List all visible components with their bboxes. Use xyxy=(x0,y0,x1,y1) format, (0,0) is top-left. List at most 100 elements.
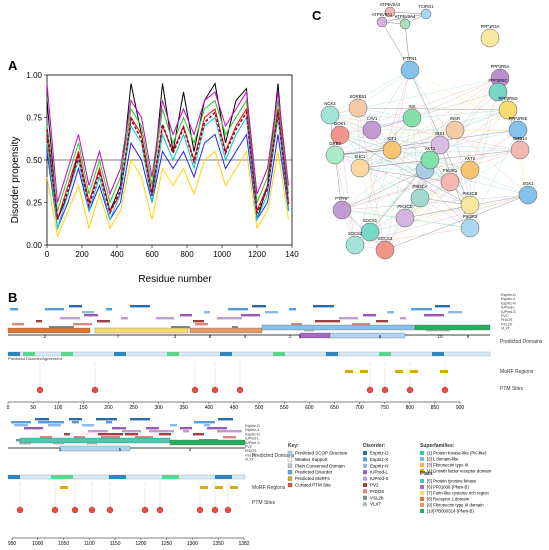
disorder-segment xyxy=(352,323,370,326)
network-node[interactable] xyxy=(400,60,420,80)
ptm-site-marker[interactable] xyxy=(366,386,374,394)
ptm-site-marker[interactable] xyxy=(211,506,219,514)
ptm-site-marker[interactable] xyxy=(196,506,204,514)
ruler-label: 0 xyxy=(7,405,10,411)
network-edge xyxy=(359,167,386,251)
series-line-7 xyxy=(46,115,289,229)
domain-box[interactable] xyxy=(261,324,416,331)
network-node[interactable] xyxy=(382,140,402,160)
network-node[interactable] xyxy=(445,120,465,140)
disorder-segment xyxy=(14,424,28,427)
ptm-site-marker[interactable] xyxy=(191,386,199,394)
morf-region xyxy=(395,370,403,373)
network-node[interactable] xyxy=(362,120,382,140)
network-node[interactable] xyxy=(420,8,432,20)
domain-number-label: 5 xyxy=(299,334,302,339)
ruler-label: 250 xyxy=(129,405,138,411)
network-node[interactable] xyxy=(508,120,528,140)
network-edge xyxy=(357,69,411,109)
disorder-segment xyxy=(10,308,18,311)
ptm-site-marker[interactable] xyxy=(16,506,24,514)
network-node[interactable] xyxy=(395,208,415,228)
network-node[interactable] xyxy=(410,188,430,208)
ptm-site-marker[interactable] xyxy=(36,386,44,394)
network-node[interactable] xyxy=(430,135,450,155)
ruler-label: 500 xyxy=(255,405,264,411)
domain-box[interactable] xyxy=(59,445,131,452)
network-node[interactable] xyxy=(375,240,395,260)
ptm-site-marker[interactable] xyxy=(236,386,244,394)
network-node[interactable] xyxy=(480,28,500,48)
network-node[interactable] xyxy=(518,185,538,205)
network-node[interactable] xyxy=(325,145,345,165)
network-node[interactable] xyxy=(488,82,508,102)
disorder-swatch xyxy=(363,476,367,481)
network-node-label: TCIRG1 xyxy=(418,4,434,9)
ptm-site-marker[interactable] xyxy=(71,506,79,514)
ptm-site-marker[interactable] xyxy=(106,506,114,514)
domain-box[interactable] xyxy=(19,437,171,444)
network-edge xyxy=(497,91,521,151)
disorder-item-label: VLXT xyxy=(370,502,382,507)
superfamily-item-label: [2] L domain-like xyxy=(427,457,459,462)
disorder-segment xyxy=(400,317,406,320)
domain-box[interactable] xyxy=(189,327,263,334)
network-node[interactable] xyxy=(360,222,380,242)
network-node[interactable] xyxy=(460,218,480,238)
network-node[interactable] xyxy=(402,108,422,128)
network-node[interactable] xyxy=(332,200,352,220)
ptm-site-marker[interactable] xyxy=(224,506,232,514)
network-node-label: SOCS2 xyxy=(348,231,363,236)
ptm-site-marker[interactable] xyxy=(211,386,219,394)
disorder-segment xyxy=(72,421,79,424)
ptm-site-marker[interactable] xyxy=(441,386,449,394)
network-node-label: PTPRF xyxy=(335,196,349,201)
domain-box[interactable] xyxy=(169,439,246,446)
network-node-label: IGF1 xyxy=(387,136,397,141)
ruler-label: 300 xyxy=(154,405,163,411)
network-node[interactable] xyxy=(320,105,340,125)
key-item-label: Plain Conserved Domain xyxy=(295,463,345,468)
ptm-site-marker[interactable] xyxy=(156,506,164,514)
ruler-label: 1350 xyxy=(213,541,224,547)
domain-box[interactable] xyxy=(329,332,406,339)
panel-c: C ATP6V0A2 TCIRG1 ATP6V0A1 ATP6V0A4 PPP1R3A P… xyxy=(300,0,549,290)
disorder-legend-bottom: Espritz-DEspritz-XEspritz-NIUPred-LIUPre… xyxy=(245,424,260,462)
domain-box[interactable] xyxy=(299,332,331,339)
network-node[interactable] xyxy=(399,18,411,30)
disorder-segment xyxy=(207,427,227,430)
disorder-item-label: Espritz-N xyxy=(370,463,389,468)
network-node[interactable] xyxy=(420,150,440,170)
network-node[interactable] xyxy=(348,98,368,118)
ptm-site-marker[interactable] xyxy=(51,506,59,514)
network-node[interactable] xyxy=(330,125,350,145)
domain-box[interactable] xyxy=(94,327,189,334)
ptm-site-marker[interactable] xyxy=(91,386,99,394)
network-node[interactable] xyxy=(498,100,518,120)
network-node[interactable] xyxy=(384,6,396,18)
network-node[interactable] xyxy=(460,160,480,180)
domain-box[interactable] xyxy=(414,324,491,331)
disorder-segment xyxy=(223,436,236,439)
ptm-site-marker[interactable] xyxy=(88,506,96,514)
network-node-label: ATP6V0A2 xyxy=(380,2,401,7)
network-node[interactable] xyxy=(440,172,460,192)
network-edge xyxy=(334,154,426,171)
domain-number-label: 1 xyxy=(59,447,62,452)
domain-box[interactable] xyxy=(7,327,91,334)
domain-number-label: 10 xyxy=(437,334,443,339)
x-tick-label: 800 xyxy=(180,250,194,259)
ptm-site-marker[interactable] xyxy=(141,506,149,514)
network-node[interactable] xyxy=(350,158,370,178)
network-node[interactable] xyxy=(510,140,530,160)
network-edge xyxy=(334,109,509,156)
network-node[interactable] xyxy=(460,195,480,215)
disorder-segment xyxy=(45,308,64,311)
ruler-label: 950 xyxy=(8,541,17,547)
network-node[interactable] xyxy=(345,235,365,255)
ptm-site-marker[interactable] xyxy=(381,386,389,394)
network-node[interactable] xyxy=(376,16,388,28)
disorder-agreement-segment xyxy=(379,352,391,356)
network-edges xyxy=(329,11,529,251)
ptm-site-marker[interactable] xyxy=(406,386,414,394)
